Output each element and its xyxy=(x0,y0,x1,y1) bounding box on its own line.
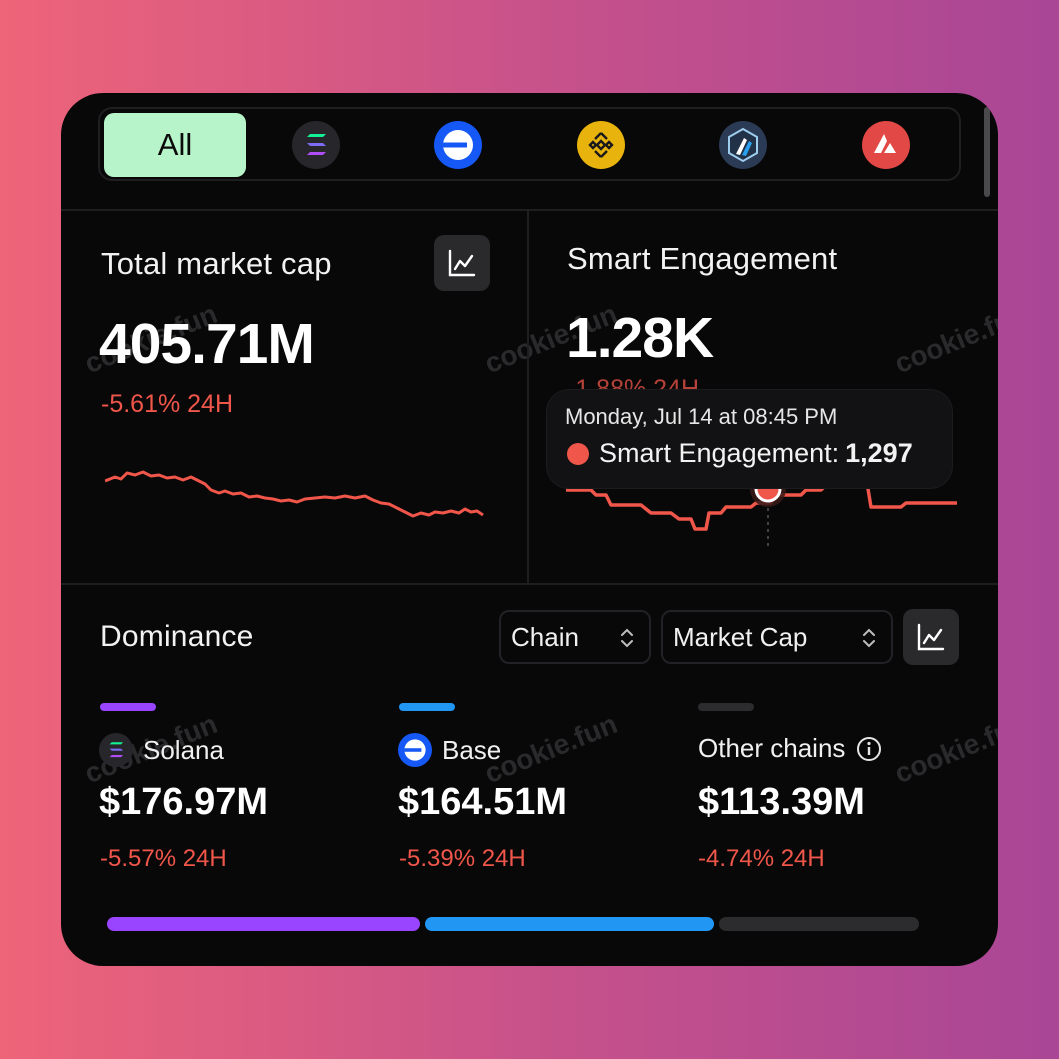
other-share-segment xyxy=(718,917,919,931)
dashboard-card: cookie.fun cookie.fun cookie.fun cookie.… xyxy=(61,93,998,966)
base-legend-bar xyxy=(399,703,455,711)
chain-select[interactable]: Chain xyxy=(499,610,651,664)
base-change: -5.39% 24H xyxy=(399,845,526,872)
tooltip-row: Smart Engagement: 1,297 xyxy=(567,438,913,469)
base-name: Base xyxy=(442,734,502,765)
divider xyxy=(527,211,529,585)
solana-share-segment xyxy=(107,917,420,931)
tab-all[interactable]: All xyxy=(104,113,246,177)
info-icon[interactable] xyxy=(855,735,883,763)
base-icon xyxy=(434,121,482,169)
market-cap-value: 405.71M xyxy=(99,312,315,376)
market-cap-sparkline xyxy=(105,470,484,518)
arbitrum-icon xyxy=(719,121,767,169)
scrollbar[interactable] xyxy=(984,107,990,197)
watermark: cookie.fun xyxy=(890,297,998,380)
solana-label: Solana xyxy=(99,733,224,767)
engagement-title: Smart Engagement xyxy=(567,241,838,276)
metric-select[interactable]: Market Cap xyxy=(661,610,893,664)
tab-avalanche[interactable] xyxy=(862,121,910,169)
line-chart-icon xyxy=(917,623,945,651)
base-value: $164.51M xyxy=(398,781,568,823)
watermark: cookie.fun xyxy=(890,707,998,790)
solana-name: Solana xyxy=(143,734,224,765)
base-share-segment xyxy=(424,917,714,931)
divider xyxy=(61,209,998,211)
series-dot-icon xyxy=(567,442,589,465)
dominance-stacked-bar xyxy=(107,917,919,931)
dominance-title: Dominance xyxy=(100,620,254,653)
bnb-icon xyxy=(577,121,625,169)
other-chains-value: $113.39M xyxy=(698,781,865,823)
chain-filter-tabs: All xyxy=(98,107,961,181)
tab-arbitrum[interactable] xyxy=(719,121,767,169)
watermark: cookie.fun xyxy=(480,707,622,790)
chart-tooltip: Monday, Jul 14 at 08:45 PM Smart Engagem… xyxy=(547,390,952,488)
tooltip-value: 1,297 xyxy=(845,438,913,468)
dominance-chart-button[interactable] xyxy=(903,609,959,665)
solana-icon xyxy=(292,121,340,169)
chain-select-label: Chain xyxy=(511,621,579,652)
market-cap-chart-button[interactable] xyxy=(434,235,490,291)
chevron-up-down-icon xyxy=(863,628,875,648)
market-cap-title: Total market cap xyxy=(101,246,332,281)
other-chains-change: -4.74% 24H xyxy=(698,845,825,872)
divider xyxy=(61,583,998,585)
line-chart-icon xyxy=(448,249,476,277)
chevron-up-down-icon xyxy=(621,628,633,648)
market-cap-change: -5.61% 24H xyxy=(101,390,234,418)
solana-icon xyxy=(99,733,133,767)
base-icon xyxy=(398,733,432,767)
base-label: Base xyxy=(398,733,501,767)
metric-select-label: Market Cap xyxy=(673,621,808,652)
other-chains-label: Other chains xyxy=(698,733,883,764)
tab-bnb[interactable] xyxy=(577,121,625,169)
solana-value: $176.97M xyxy=(99,781,269,823)
tab-base[interactable] xyxy=(434,121,482,169)
avalanche-icon xyxy=(862,121,910,169)
tooltip-date: Monday, Jul 14 at 08:45 PM xyxy=(565,404,838,429)
engagement-value: 1.28K xyxy=(566,306,714,370)
other-chains-name: Other chains xyxy=(698,733,846,763)
solana-change: -5.57% 24H xyxy=(100,845,227,872)
tooltip-label: Smart Engagement: xyxy=(599,438,840,468)
solana-legend-bar xyxy=(100,703,156,711)
other-legend-bar xyxy=(698,703,754,711)
tab-solana[interactable] xyxy=(292,121,340,169)
